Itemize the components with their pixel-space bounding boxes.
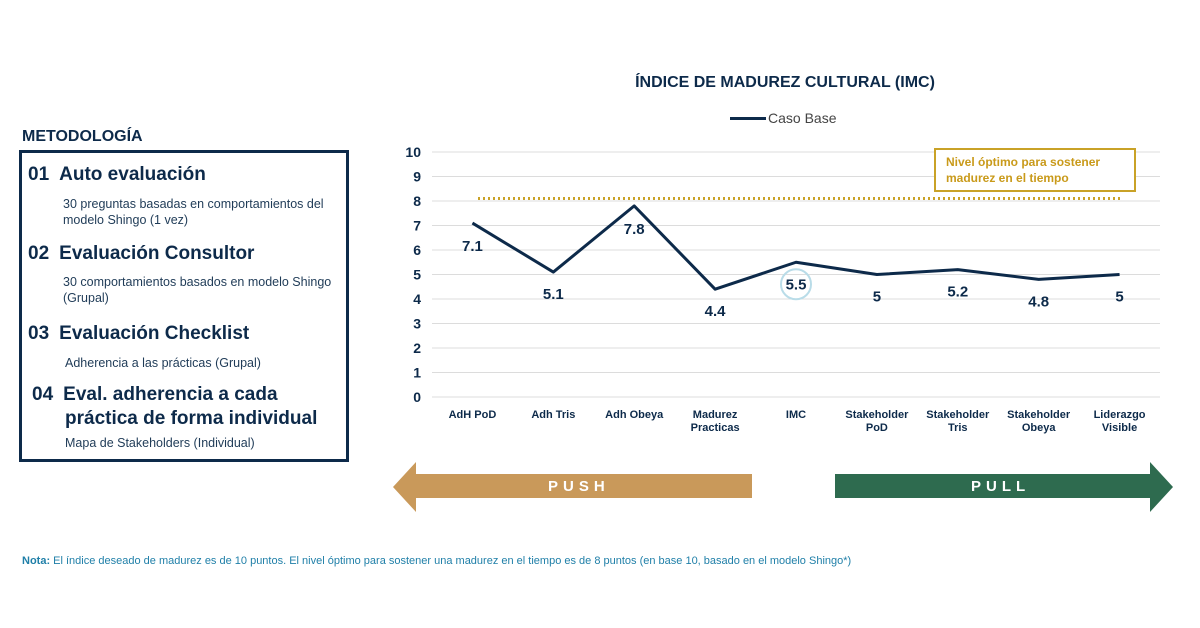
data-label: 7.1: [462, 238, 483, 255]
y-tick-label: 1: [413, 365, 421, 381]
y-tick-label: 0: [413, 389, 421, 405]
imc-highlight-circle: [780, 268, 812, 301]
step-3-heading: 03 Evaluación Checklist: [28, 322, 249, 346]
step-1-heading: 01 Auto evaluación: [28, 163, 206, 187]
methodology-title: METODOLOGÍA: [22, 128, 143, 145]
step-2-number: 02: [28, 243, 50, 264]
footnote: Nota: El índice deseado de madurez es de…: [22, 555, 851, 567]
x-tick-label: Stakeholder PoD: [845, 409, 909, 434]
y-tick-label: 4: [413, 291, 421, 307]
step-1-description: 30 preguntas basadas en comportamientos …: [63, 197, 324, 227]
y-tick-label: 9: [413, 169, 421, 185]
y-tick-label: 10: [405, 144, 421, 160]
y-tick-label: 7: [413, 218, 421, 234]
series-line-caso-base: [471, 204, 1120, 291]
footnote-text: El índice deseado de madurez es de 10 pu…: [50, 555, 852, 567]
legend-swatch: [730, 116, 766, 120]
x-tick-label: Stakeholder Tris: [926, 409, 990, 434]
chart-legend: Caso Base: [730, 110, 836, 126]
y-tick-label: 3: [413, 316, 421, 332]
data-label: 5.2: [947, 284, 968, 301]
pull-arrow: [835, 462, 1173, 512]
legend-label: Caso Base: [768, 110, 837, 126]
step-3-title: Evaluación Checklist: [59, 323, 250, 344]
step-2-title: Evaluación Consultor: [59, 243, 255, 264]
footnote-prefix: Nota:: [22, 555, 51, 567]
step-3-number: 03: [28, 323, 50, 344]
chart-title: ÍNDICE DE MADUREZ CULTURAL (IMC): [635, 74, 935, 91]
y-tick-label: 6: [413, 242, 421, 258]
step-4-description: Mapa de Stakeholders (Individual): [65, 436, 255, 450]
step-1-title: Auto evaluación: [59, 164, 206, 185]
optimal-level-annotation: Nivel óptimo para sostener madurez en el…: [934, 148, 1136, 192]
y-tick-label: 2: [413, 340, 421, 356]
x-tick-label: Stakeholder Obeya: [1007, 409, 1071, 434]
step-2-heading: 02 Evaluación Consultor: [28, 242, 254, 266]
step-2-description: 30 comportamientos basados en modelo Shi…: [63, 275, 332, 305]
methodology-box: 01 Auto evaluación 30 preguntas basadas e…: [19, 150, 349, 462]
data-label: 5: [873, 289, 881, 306]
data-label: 4.8: [1028, 293, 1049, 310]
step-4-title-line1: Eval. adherencia a cada: [63, 384, 278, 405]
step-4-number: 04: [32, 384, 54, 405]
push-arrow: [393, 462, 752, 512]
x-tick-label: Adh Tris: [531, 409, 575, 421]
step-1-number: 01: [28, 164, 50, 185]
step-4-heading: 04 Eval. adherencia a cada: [32, 383, 278, 407]
step-4-title-line2: práctica de forma individual: [65, 408, 318, 429]
push-label: PUSH: [548, 478, 610, 495]
data-label: 5.1: [543, 286, 564, 303]
data-label: 4.4: [705, 303, 727, 320]
data-label: 5.5: [786, 276, 807, 293]
x-tick-label: IMC: [786, 409, 806, 421]
y-tick-label: 5: [413, 267, 421, 283]
x-tick-label: Madurez Practicas: [691, 409, 740, 434]
y-tick-label: 8: [413, 193, 421, 209]
x-tick-label: AdH PoD: [449, 409, 497, 421]
pull-label: PULL: [971, 478, 1031, 495]
x-tick-label: Adh Obeya: [605, 409, 664, 421]
step-3-description: Adherencia a las prácticas (Grupal): [65, 356, 261, 370]
x-tick-label: Liderazgo Visible: [1094, 409, 1146, 434]
data-label: 5: [1115, 289, 1123, 306]
data-label: 7.8: [624, 221, 645, 238]
